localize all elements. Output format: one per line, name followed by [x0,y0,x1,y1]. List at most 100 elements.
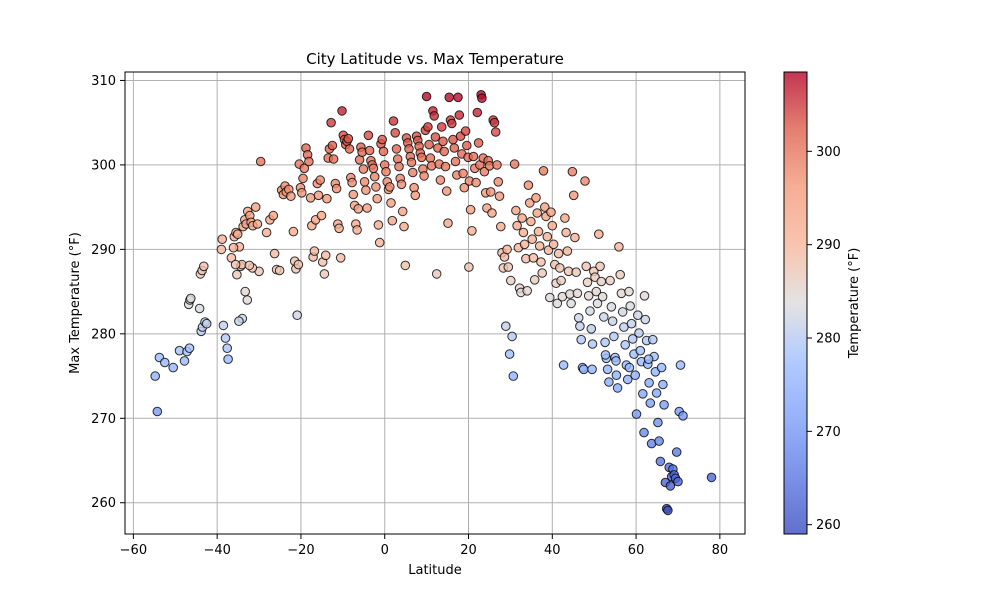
data-point [526,216,536,227]
data-point [268,210,279,221]
y-tick-label: 260 [91,496,116,511]
data-point [600,337,610,348]
data-point [419,171,429,181]
data-point [492,160,502,170]
data-point [232,269,242,280]
data-point [450,156,461,167]
data-point [363,130,374,141]
data-point [506,275,516,286]
data-point [545,292,555,303]
data-point [320,250,331,261]
data-point [179,356,190,366]
data-point [634,328,644,338]
x-axis: −60 −40 −20 0 20 40 60 80 [120,534,728,558]
data-point [328,154,339,164]
data-point [244,260,255,271]
data-point [234,316,244,327]
y-tick-label: 270 [91,412,116,427]
data-point [542,231,553,242]
colorbar-ticks: 260 270 280 290 300 [807,145,841,533]
data-point [449,143,460,153]
scatter-points [150,90,717,516]
data-point [624,286,634,297]
data-point [671,447,682,457]
data-point [371,182,381,192]
x-tick-label: 20 [460,543,477,558]
data-point [472,107,483,118]
colorbar-tick-label: 300 [816,145,841,160]
data-point [373,220,384,230]
data-point [548,239,559,250]
data-point [595,261,605,272]
data-point [571,267,582,278]
data-point [512,220,522,231]
data-point [654,436,664,446]
data-point [611,370,622,381]
data-point [658,379,668,390]
data-point [421,91,432,102]
data-point [435,175,446,185]
data-point [547,220,558,231]
data-point [199,261,209,272]
data-point [327,140,338,151]
data-point [501,321,511,332]
data-point [441,186,452,196]
data-point [581,261,592,272]
data-point [582,277,593,288]
data-point [453,92,463,103]
data-point [611,356,621,366]
data-point [269,248,280,259]
x-tick-label: 80 [712,543,729,558]
data-point [524,198,535,208]
data-point [580,176,590,186]
data-point [313,190,324,201]
data-point [606,302,617,312]
data-point [406,157,417,168]
data-point [315,175,326,185]
data-point [322,193,332,204]
y-tick-label: 300 [91,158,116,173]
data-point [625,301,636,311]
data-point [531,193,541,203]
data-point [381,166,391,177]
data-point [374,237,385,248]
data-point [594,229,604,239]
data-point [626,318,637,329]
data-point [220,333,231,343]
y-axis: 260 270 280 290 300 310 [91,74,125,511]
data-point [568,190,579,201]
data-point [298,173,308,184]
data-point [408,167,418,178]
data-point [337,106,347,116]
data-point [385,182,395,192]
data-point [630,370,641,381]
data-point [573,313,584,323]
colorbar-gradient [783,71,808,535]
data-point [635,345,646,356]
x-tick-label: −40 [203,543,230,558]
data-point [387,215,398,226]
data-point [494,191,505,201]
data-point [519,239,530,250]
data-point [396,179,407,190]
data-point [326,117,336,128]
data-point [361,185,371,195]
data-point [223,354,233,365]
data-point [344,144,355,154]
data-point [293,259,304,270]
data-point [228,242,239,253]
data-point [471,177,481,188]
data-point [556,275,566,286]
data-point [597,291,608,302]
data-point [609,331,619,342]
y-tick-label: 290 [91,243,116,258]
data-point [438,136,448,147]
plot-frame [124,71,746,535]
data-point [620,340,631,350]
data-point [572,288,583,299]
data-point [644,378,654,388]
data-point [462,140,472,151]
data-point [216,244,227,255]
x-tick-label: 40 [544,543,561,558]
